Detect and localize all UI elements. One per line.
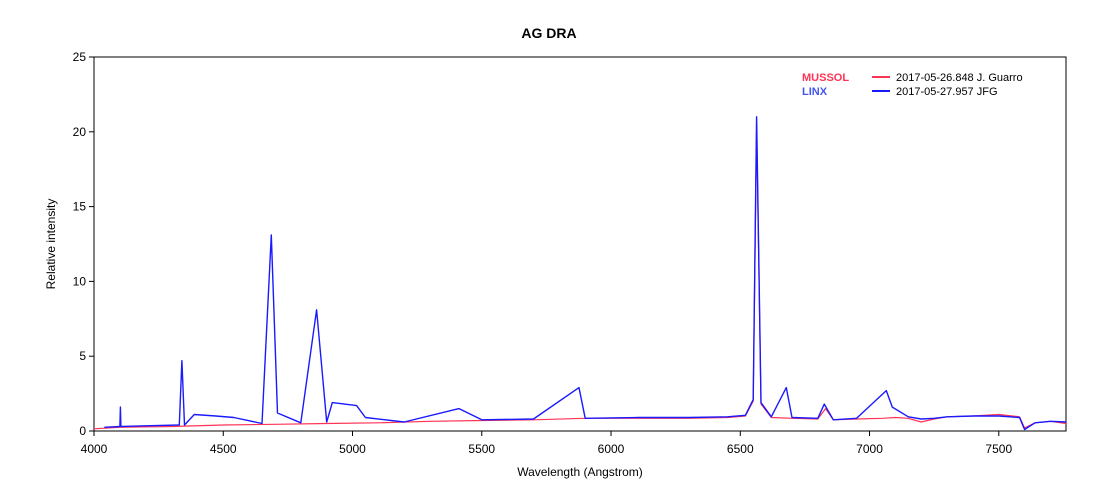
x-axis-label: Wavelength (Angstrom) (517, 465, 643, 479)
y-tick-label: 10 (73, 274, 87, 288)
x-tick-label: 6500 (727, 442, 754, 456)
y-axis-label: Relative intensity (44, 199, 58, 290)
legend-label-linx: 2017-05-27.957 JFG (896, 86, 998, 98)
y-tick-label: 5 (79, 349, 86, 363)
x-tick-label: 5000 (339, 442, 366, 456)
y-tick-label: 0 (79, 424, 86, 438)
legend-instrument-linx: LINX (802, 86, 828, 98)
x-axis: 4000 4500 5000 5500 6000 6500 7000 7500 (81, 431, 1012, 456)
legend: MUSSOL 2017-05-26.848 J. Guarro LINX 201… (802, 72, 1023, 98)
x-tick-label: 7500 (985, 442, 1012, 456)
y-axis: 0 5 10 15 20 25 (73, 50, 94, 438)
x-tick-label: 4500 (210, 442, 237, 456)
plot-frame (93, 56, 1067, 432)
series-line-mussol (93, 123, 1067, 430)
x-tick-label: 5500 (468, 442, 495, 456)
series-line-linx (104, 116, 1067, 431)
x-tick-label: 4000 (81, 442, 108, 456)
y-tick-label: 25 (73, 50, 87, 64)
legend-label-mussol: 2017-05-26.848 J. Guarro (896, 72, 1023, 84)
chart-title: AG DRA (521, 25, 576, 41)
y-tick-label: 20 (73, 125, 87, 139)
y-tick-label: 15 (73, 200, 87, 214)
x-tick-label: 6000 (598, 442, 625, 456)
series-layer (93, 116, 1067, 431)
x-tick-label: 7000 (856, 442, 883, 456)
legend-instrument-mussol: MUSSOL (802, 72, 849, 84)
